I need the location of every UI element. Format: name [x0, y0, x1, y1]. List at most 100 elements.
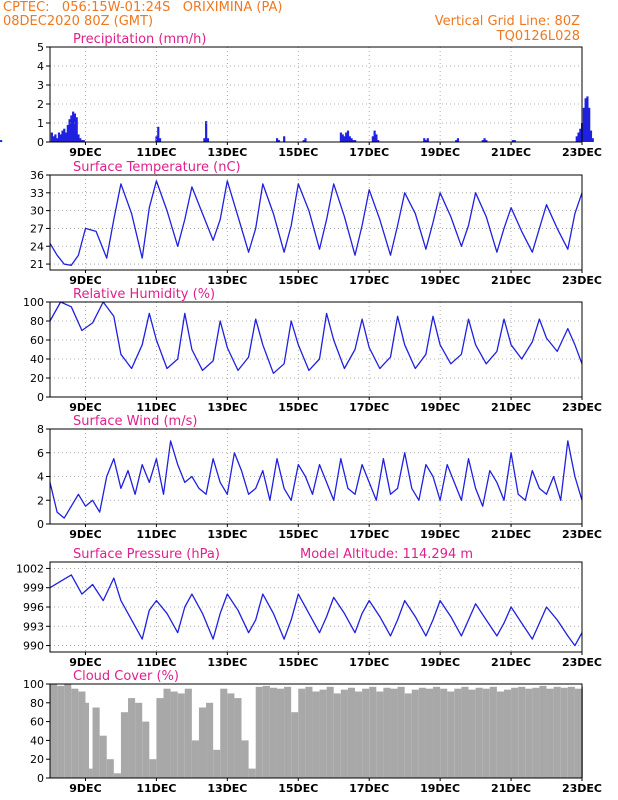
precip-xtick-label: 9DEC — [69, 146, 101, 159]
cloud-bar — [227, 693, 235, 778]
cloud-xtick-label: 15DEC — [278, 782, 318, 795]
rh-ytick-label: 80 — [30, 315, 44, 328]
precip-xtick-label: 23DEC — [562, 146, 602, 159]
pressure-title: Surface Pressure (hPa) — [73, 547, 220, 562]
temp-xtick-label: 17DEC — [349, 274, 389, 287]
precip-bar — [0, 140, 3, 142]
cloud-bar — [92, 707, 100, 778]
cloud-bar — [376, 691, 384, 778]
cloud-xtick-label: 19DEC — [420, 782, 460, 795]
cloud-bar — [241, 740, 249, 778]
cloud-bar — [560, 687, 568, 778]
temp-ytick-label: 30 — [30, 205, 44, 218]
cloud-bar — [213, 749, 221, 778]
cloud-bar — [496, 691, 504, 778]
cloud-bar — [567, 686, 575, 778]
rh-ytick-label: 40 — [30, 353, 44, 366]
cloud-bar — [206, 702, 214, 778]
cloud-bar — [163, 688, 171, 778]
precip-xtick-label: 15DEC — [278, 146, 318, 159]
pressure-xtick-label: 17DEC — [349, 656, 389, 669]
rh-xtick-label: 21DEC — [491, 401, 531, 414]
precip-bar — [283, 136, 286, 142]
cloud-bar — [489, 686, 497, 778]
cloud-bar — [142, 721, 150, 778]
cloud-bar — [220, 688, 228, 778]
precip-bar — [423, 138, 426, 142]
precip-bar — [579, 128, 582, 142]
precip-bar — [341, 134, 344, 142]
wind-xtick-label: 21DEC — [491, 528, 531, 541]
cloud-bar — [433, 686, 441, 778]
pressure-ytick-label: 999 — [23, 582, 44, 595]
rh-xtick-label: 19DEC — [420, 401, 460, 414]
wind-xtick-label: 9DEC — [69, 528, 101, 541]
wind-xtick-label: 13DEC — [207, 528, 247, 541]
cloud-bar — [312, 691, 320, 778]
rh-ytick-label: 0 — [37, 391, 44, 404]
pressure-xtick-label: 9DEC — [69, 656, 101, 669]
cloud-bar — [546, 688, 554, 778]
precip-bar — [205, 121, 208, 142]
precip-bar — [206, 138, 210, 142]
precip-bar — [485, 140, 488, 142]
wind-ytick-label: 2 — [37, 494, 44, 507]
wind-xtick-label: 15DEC — [278, 528, 318, 541]
cloud-xtick-label: 17DEC — [349, 782, 389, 795]
header-grid-note: Vertical Grid Line: 80Z — [434, 14, 580, 29]
precip-bar — [582, 107, 585, 142]
precip-bar — [456, 138, 460, 142]
cloud-title: Cloud Cover (%) — [73, 669, 179, 684]
precip-ytick-label: 2 — [37, 98, 44, 111]
precip-ytick-label: 1 — [37, 117, 44, 130]
cloud-bar — [50, 684, 58, 778]
precip-bar — [59, 134, 62, 142]
cloud-bar — [518, 686, 526, 778]
temp-ytick-label: 27 — [30, 222, 44, 235]
cloud-bar — [198, 707, 207, 778]
cloud-bar — [298, 688, 306, 778]
cloud-bar — [71, 688, 79, 778]
precip-ytick-label: 0 — [37, 136, 44, 149]
rh-ytick-label: 100 — [23, 296, 44, 309]
precip-bar — [584, 98, 587, 142]
pressure-xtick-label: 23DEC — [562, 656, 602, 669]
precip-bar — [63, 128, 66, 142]
wind-line — [49, 440, 583, 519]
rh-ytick-label: 60 — [30, 334, 44, 347]
cloud-xtick-label: 13DEC — [207, 782, 247, 795]
pressure-ytick-label: 996 — [23, 601, 44, 614]
cloud-bar — [511, 687, 519, 778]
pressure-xtick-label: 15DEC — [278, 656, 318, 669]
rh-xtick-label: 15DEC — [278, 401, 318, 414]
cloud-bar — [397, 686, 405, 778]
cloud-bar — [362, 688, 370, 778]
cloud-bar — [532, 687, 540, 778]
cloud-xtick-label: 9DEC — [69, 782, 101, 795]
precip-bar — [304, 138, 307, 142]
precip-bar — [511, 140, 515, 142]
cloud-bar — [461, 686, 469, 778]
precip-bar — [575, 136, 578, 142]
temp-xtick-label: 11DEC — [136, 274, 176, 287]
precip-bar — [70, 115, 73, 142]
rh-xtick-label: 13DEC — [207, 401, 247, 414]
cloud-bar — [170, 691, 178, 778]
pressure-line — [49, 574, 583, 647]
precip-bar — [513, 140, 516, 142]
cloud-bar — [319, 689, 327, 778]
header-code: TQ0126L028 — [496, 29, 580, 44]
precip-bar — [348, 136, 351, 142]
precip-xtick-label: 19DEC — [420, 146, 460, 159]
precip-bar — [77, 134, 80, 142]
cloud-xtick-label: 11DEC — [136, 782, 176, 795]
precip-bar — [371, 136, 374, 142]
precip-bar — [52, 136, 55, 142]
cloud-bar — [85, 702, 90, 778]
temp-xtick-label: 9DEC — [69, 274, 101, 287]
precip-bar — [346, 130, 350, 142]
cloud-bar — [305, 686, 313, 778]
cloud-bar — [120, 712, 129, 778]
precip-ytick-label: 4 — [37, 60, 44, 73]
